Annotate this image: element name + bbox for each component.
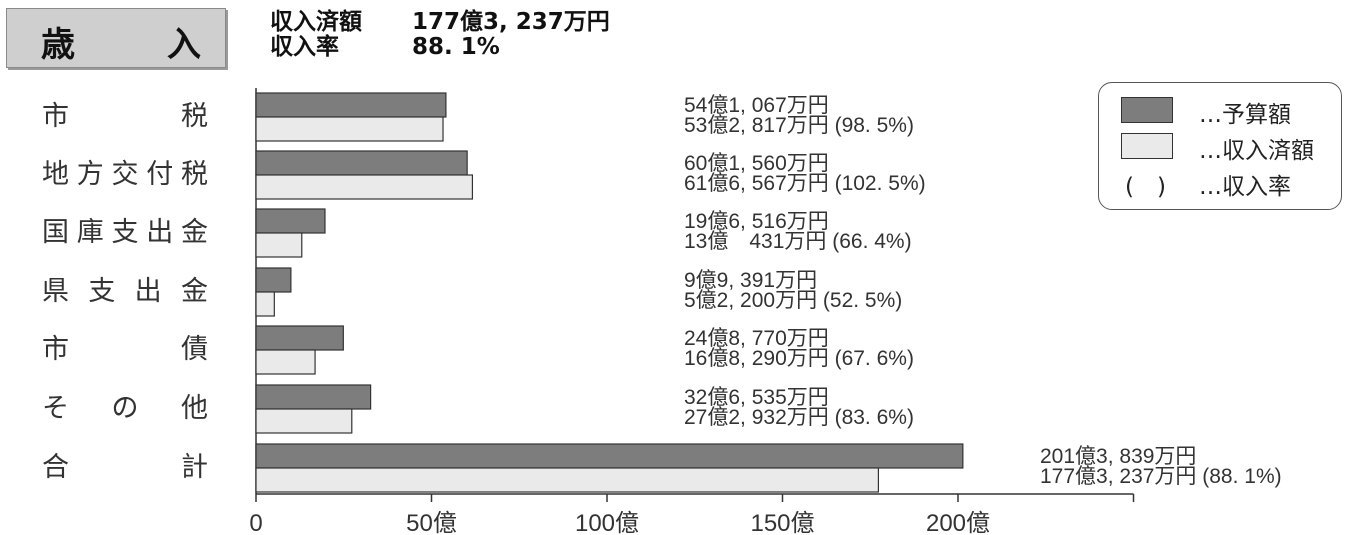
summary-rate-value: 88. 1%: [412, 34, 500, 60]
x-tick-label: 50億: [406, 510, 457, 535]
budget-bar: [255, 208, 326, 234]
received-bar: [255, 291, 275, 317]
title-box: 歳 入: [6, 8, 226, 68]
summary-rate-label: 収入率: [270, 34, 339, 60]
category-label: 合計: [42, 452, 208, 483]
received-bar: [255, 408, 353, 434]
x-tick-label: 200億: [926, 510, 990, 535]
budget-value-label: 9億9, 391万円: [684, 269, 817, 292]
category-label: その他: [42, 393, 208, 424]
received-bar: [255, 349, 316, 375]
received-value-label: 5億2, 200万円 (52. 5%): [684, 289, 902, 312]
budget-bar: [255, 92, 447, 118]
category-label: 地方交付税: [42, 159, 208, 190]
legend: …予算額 …収入済額 ( ) …収入率: [1098, 82, 1342, 210]
received-bar: [255, 467, 880, 493]
budget-value-label: 24億8, 770万円: [684, 327, 829, 350]
x-tick-label: 150億: [750, 510, 814, 535]
category-label: 県支出金: [42, 276, 208, 307]
legend-received-swatch: [1121, 133, 1173, 159]
budget-bar: [255, 150, 468, 176]
x-tick-label: 0: [249, 510, 262, 535]
budget-value-label: 201億3, 839万円: [1040, 445, 1196, 468]
legend-budget-swatch: [1121, 97, 1173, 123]
budget-value-label: 19億6, 516万円: [684, 210, 829, 233]
budget-value-label: 60億1, 560万円: [684, 152, 829, 175]
category-label: 国庫支出金: [42, 217, 208, 248]
title-char-1: 歳: [41, 25, 75, 65]
summary-received-label: 収入済額: [270, 9, 362, 35]
legend-rate-symbol: ( ): [1125, 174, 1166, 200]
budget-bar: [255, 325, 344, 351]
budget-value-label: 54億1, 067万円: [684, 94, 829, 117]
legend-received-label: …収入済額: [1199, 138, 1314, 164]
received-value-label: 16億8, 290万円 (67. 6%): [684, 347, 914, 370]
summary-received-value: 177億3, 237万円: [412, 9, 610, 35]
received-bar: [255, 232, 303, 258]
category-label: 市債: [42, 334, 208, 365]
title-char-2: 入: [167, 25, 201, 65]
received-value-label: 177億3, 237万円 (88. 1%): [1040, 465, 1282, 488]
summary-line-1: 収入済額 177億3, 237万円: [270, 9, 610, 35]
received-value-label: 13億 431万円 (66. 4%): [684, 230, 912, 253]
summary-line-2: 収入率 88. 1%: [270, 34, 500, 60]
legend-rate-label: …収入率: [1199, 174, 1291, 200]
received-value-label: 27億2, 932万円 (83. 6%): [684, 406, 914, 429]
budget-bar: [255, 443, 964, 469]
category-label: 市税: [42, 101, 208, 132]
legend-budget-label: …予算額: [1199, 102, 1291, 128]
budget-bar: [255, 267, 292, 293]
x-tick-label: 100億: [575, 510, 639, 535]
received-value-label: 53億2, 817万円 (98. 5%): [684, 114, 914, 137]
received-value-label: 61億6, 567万円 (102. 5%): [684, 172, 926, 195]
budget-bar: [255, 384, 372, 410]
received-bar: [255, 116, 444, 142]
received-bar: [255, 174, 474, 200]
budget-value-label: 32億6, 535万円: [684, 386, 829, 409]
